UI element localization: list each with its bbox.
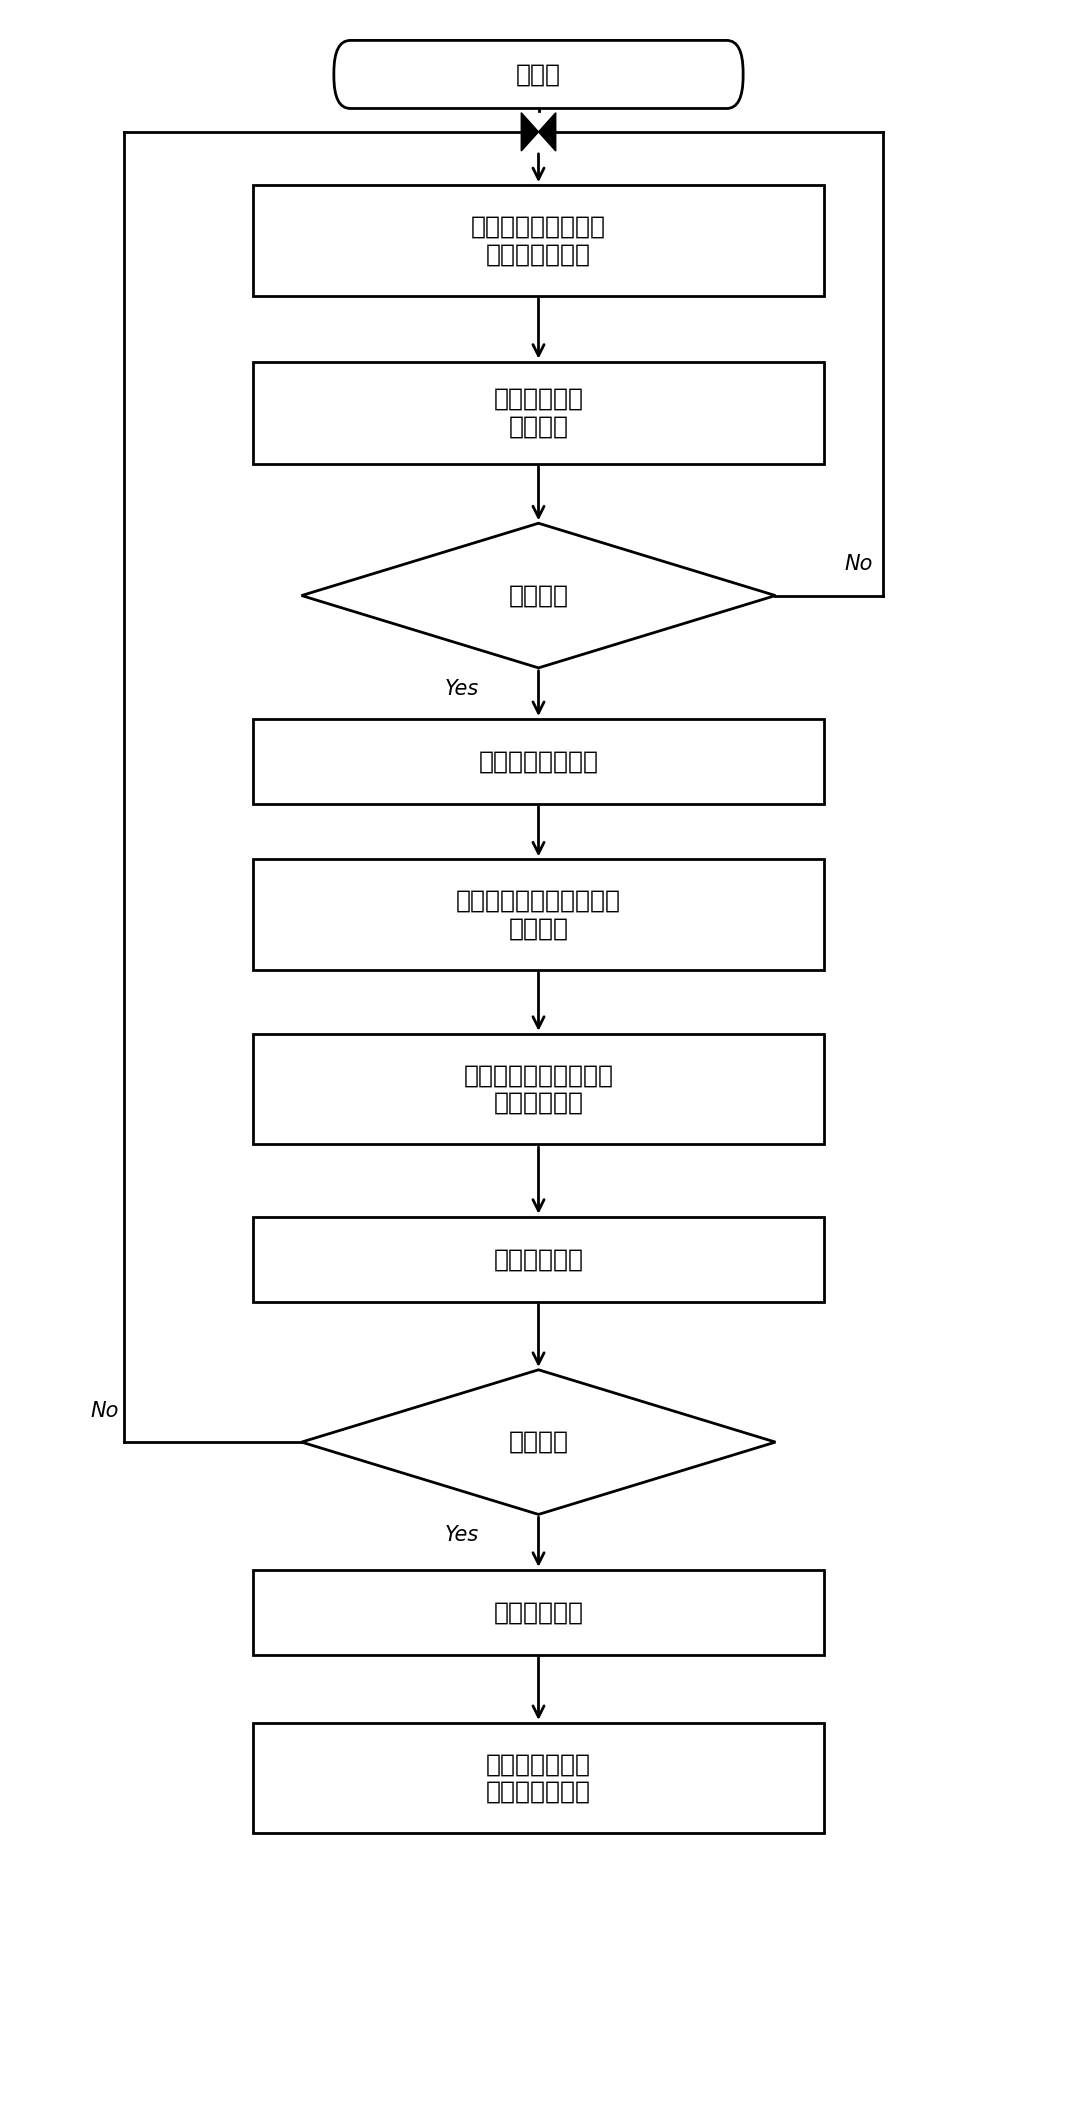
Text: No: No xyxy=(844,555,872,574)
Bar xyxy=(253,1723,824,1833)
Bar xyxy=(253,859,824,970)
Bar xyxy=(253,1217,824,1302)
Text: 发生故障: 发生故障 xyxy=(508,583,569,608)
Bar xyxy=(253,1034,824,1144)
Text: Yes: Yes xyxy=(445,679,479,698)
Text: 故障时刻检测程序: 故障时刻检测程序 xyxy=(478,749,599,774)
Text: 各间隔实时获取各自
三相电流采样值: 各间隔实时获取各自 三相电流采样值 xyxy=(471,215,606,266)
Text: 以故障时刻为起始点进行
数据处理: 以故障时刻为起始点进行 数据处理 xyxy=(456,889,621,940)
Text: No: No xyxy=(90,1402,118,1421)
Text: Yes: Yes xyxy=(445,1525,479,1544)
Text: 母线故障: 母线故障 xyxy=(508,1429,569,1455)
Text: 相电流突变量
故障检测: 相电流突变量 故障检测 xyxy=(493,387,584,438)
Text: 寻找故障母线: 寻找故障母线 xyxy=(493,1600,584,1625)
Polygon shape xyxy=(302,1370,775,1514)
Bar xyxy=(253,362,824,464)
Bar xyxy=(253,185,824,296)
Polygon shape xyxy=(521,113,538,151)
FancyBboxPatch shape xyxy=(334,40,743,108)
Text: 故障区段判断: 故障区段判断 xyxy=(493,1246,584,1272)
Polygon shape xyxy=(538,113,556,151)
Text: 跳开与该母线相
连接所有断路器: 跳开与该母线相 连接所有断路器 xyxy=(486,1753,591,1804)
Text: 初始化: 初始化 xyxy=(516,62,561,87)
Bar xyxy=(253,719,824,804)
Bar xyxy=(253,1570,824,1655)
Polygon shape xyxy=(302,523,775,668)
Text: 选择差动判据，计算差
动、制动电流: 选择差动判据，计算差 动、制动电流 xyxy=(463,1064,614,1115)
